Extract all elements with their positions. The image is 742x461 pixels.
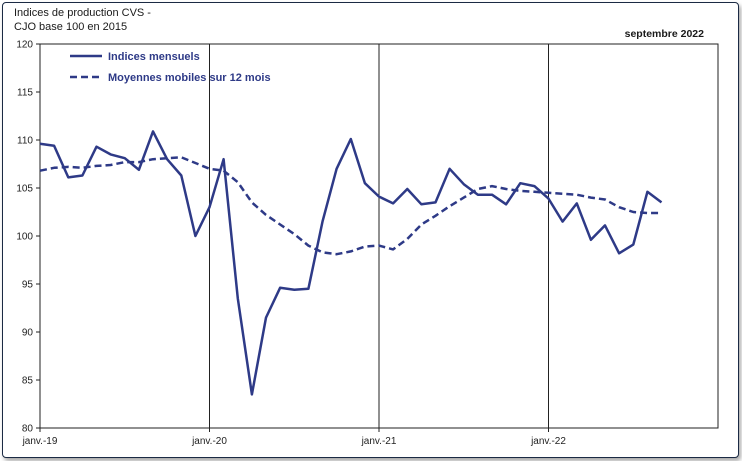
legend-label: Indices mensuels: [108, 51, 200, 63]
period-label: septembre 2022: [624, 28, 704, 40]
x-tick-label: janv.-21: [361, 436, 397, 447]
y-tick-label: 110: [17, 136, 33, 147]
y-tick-label: 95: [22, 280, 34, 291]
y-tick-label: 90: [22, 328, 34, 339]
legend-label: Moyennes mobiles sur 12 mois: [108, 72, 271, 84]
x-tick-label: janv.-19: [22, 436, 58, 447]
y-tick-label: 100: [16, 232, 33, 243]
chart-title-line-2: CJO base 100 en 2015: [14, 21, 128, 33]
series-line-moyennes-mobiles: [39, 156, 662, 256]
y-tick-label: 115: [17, 88, 33, 99]
y-tick-label: 80: [22, 424, 34, 435]
x-tick-label: janv.-20: [191, 436, 227, 447]
x-tick-label: janv.-22: [530, 436, 566, 447]
y-tick-label: 120: [16, 40, 33, 51]
y-tick-label: 105: [16, 184, 33, 195]
y-tick-label: 85: [22, 376, 34, 387]
series-line-indices-mensuels: [39, 130, 663, 396]
chart-title: Indices de production CVS - CJO base 100…: [14, 6, 151, 34]
chart-title-line-1: Indices de production CVS -: [14, 7, 151, 19]
